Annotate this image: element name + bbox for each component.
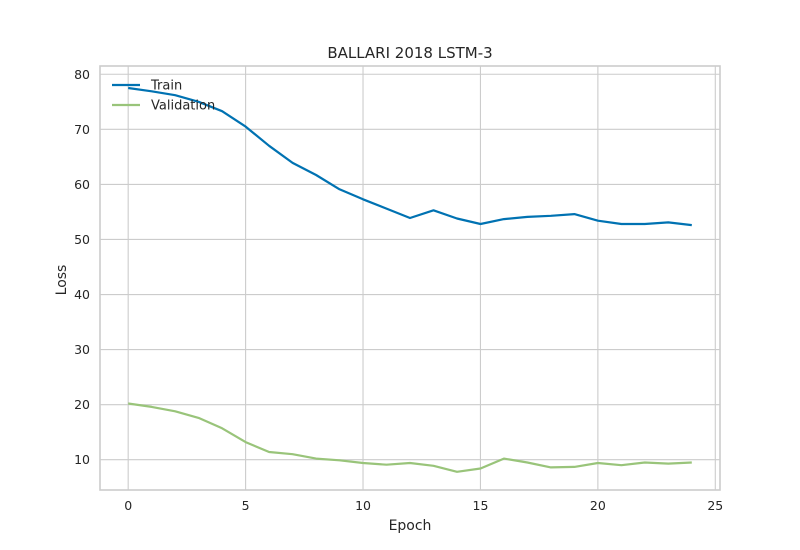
x-tick-label: 5	[242, 498, 250, 513]
x-tick-label: 25	[707, 498, 723, 513]
y-axis-label: Loss	[54, 265, 70, 296]
x-tick-label: 20	[590, 498, 606, 513]
chart-title: BALLARI 2018 LSTM-3	[327, 44, 492, 62]
x-tick-labels: 0 5 10 15 20 25	[124, 498, 723, 513]
y-tick-label: 40	[74, 287, 90, 302]
plot-frame	[99, 65, 721, 491]
y-tick-label: 70	[74, 122, 90, 137]
legend-label-train: Train	[150, 79, 182, 94]
y-tick-label: 20	[74, 397, 90, 412]
y-tick-label: 80	[74, 67, 90, 82]
x-axis-label: Epoch	[389, 518, 432, 534]
y-tick-labels: 10 20 30 40 50 60 70 80	[74, 67, 90, 467]
y-tick-label: 50	[74, 232, 90, 247]
x-tick-label: 10	[355, 498, 371, 513]
series-layer	[128, 86, 692, 473]
legend-label-validation: Validation	[151, 99, 215, 114]
y-tick-label: 60	[74, 177, 90, 192]
series-line-train	[128, 86, 692, 227]
grid-lines	[100, 66, 720, 490]
y-tick-label: 10	[74, 452, 90, 467]
x-tick-label: 15	[473, 498, 489, 513]
series-line-validation	[128, 402, 692, 473]
x-tick-label: 0	[124, 498, 132, 513]
legend: Train Validation	[112, 79, 215, 114]
y-tick-label: 30	[74, 342, 90, 357]
